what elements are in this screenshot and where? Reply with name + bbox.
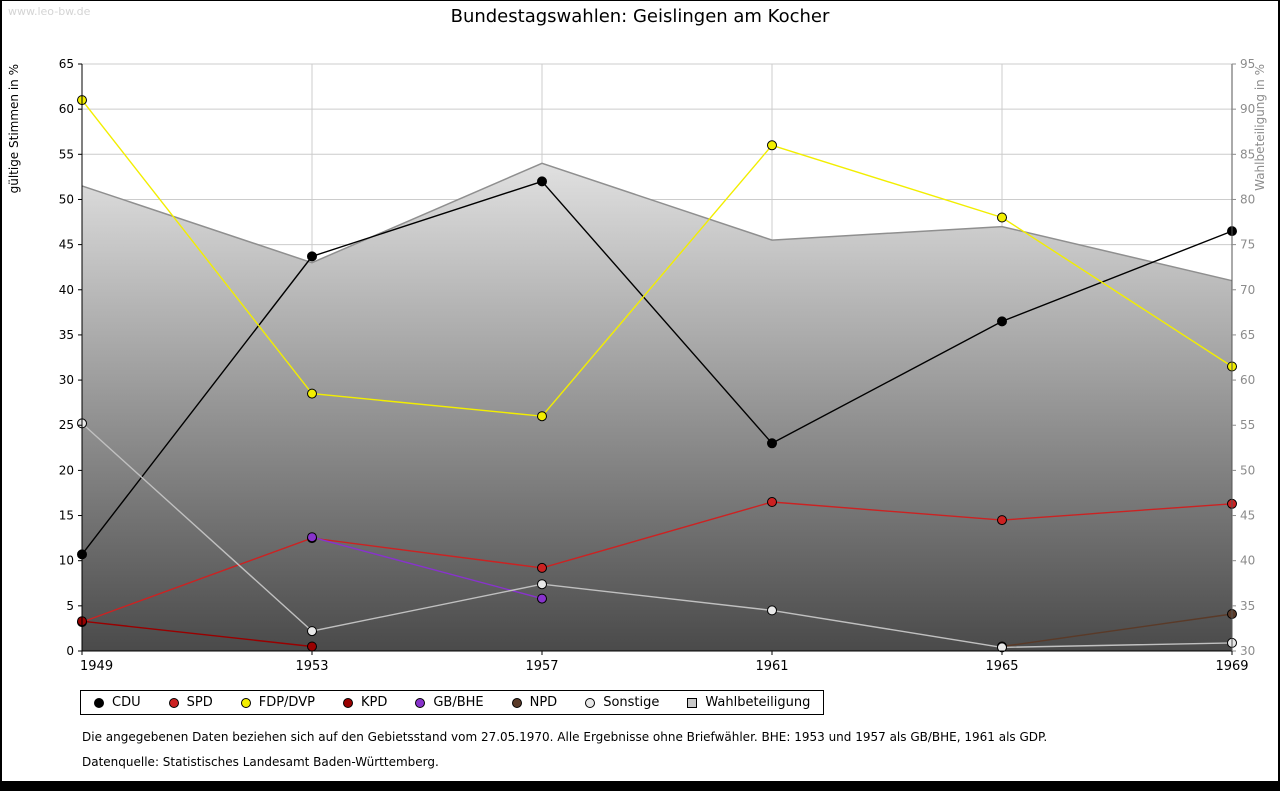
svg-text:90: 90 bbox=[1240, 102, 1255, 116]
axes bbox=[81, 64, 1233, 652]
legend-label: GB/BHE bbox=[433, 695, 484, 710]
svg-text:75: 75 bbox=[1240, 238, 1255, 252]
svg-text:40: 40 bbox=[59, 283, 74, 297]
svg-text:20: 20 bbox=[59, 463, 74, 477]
legend-label: NPD bbox=[529, 695, 558, 710]
marker-fdp-dvp bbox=[537, 411, 547, 422]
svg-text:1961: 1961 bbox=[755, 659, 788, 674]
footnote-gebietsstand: Die angegebenen Daten beziehen sich auf … bbox=[82, 730, 1048, 744]
svg-text:70: 70 bbox=[1240, 283, 1255, 297]
legend-square-marker bbox=[687, 697, 698, 708]
marker-gb-bhe bbox=[537, 593, 547, 604]
svg-text:30: 30 bbox=[1240, 644, 1255, 658]
watermark: www.leo-bw.de bbox=[8, 5, 91, 18]
legend-item-wahlbeteiligung: Wahlbeteiligung bbox=[687, 695, 810, 710]
legend-circle-marker bbox=[168, 697, 179, 708]
svg-text:60: 60 bbox=[1240, 373, 1255, 387]
legend-item-gb-bhe: GB/BHE bbox=[415, 695, 484, 710]
legend-label: Wahlbeteiligung bbox=[705, 695, 811, 710]
series-line-kpd bbox=[81, 620, 313, 648]
legend-label: FDP/DVP bbox=[258, 695, 315, 710]
footnote-datenquelle: Datenquelle: Statistisches Landesamt Bad… bbox=[82, 755, 439, 769]
svg-text:80: 80 bbox=[1240, 192, 1255, 206]
svg-text:1969: 1969 bbox=[1215, 659, 1248, 674]
svg-text:95: 95 bbox=[1240, 57, 1255, 71]
svg-text:1957: 1957 bbox=[525, 659, 558, 674]
right-axis-title: Wahlbeteiligung in % bbox=[1253, 64, 1267, 191]
series-line-sonstige bbox=[81, 422, 1233, 649]
svg-text:40: 40 bbox=[1240, 554, 1255, 568]
legend-circle-marker bbox=[240, 697, 251, 708]
legend: CDU SPD FDP/DVP KPD GB/BHE NPD Sonstige Wahlbet… bbox=[80, 690, 825, 715]
legend-label: SPD bbox=[186, 695, 213, 710]
marker-cdu bbox=[537, 176, 547, 187]
svg-text:1965: 1965 bbox=[985, 659, 1018, 674]
y-axis-right: 30 35 40 45 50 55 60 65 70 75 80 85 90 95 bbox=[1232, 57, 1255, 658]
svg-text:65: 65 bbox=[1240, 328, 1255, 342]
marker-sonstige bbox=[537, 579, 547, 590]
svg-text:1949: 1949 bbox=[80, 659, 113, 674]
marker-fdp-dvp bbox=[767, 140, 777, 151]
legend-circle-marker bbox=[94, 697, 104, 708]
turnout-line bbox=[81, 162, 1233, 282]
marker-cdu bbox=[767, 438, 777, 449]
legend-item-kpd: KPD bbox=[342, 695, 388, 710]
svg-text:10: 10 bbox=[59, 554, 74, 568]
legend-circle-marker bbox=[585, 697, 596, 708]
marker-cdu bbox=[307, 251, 317, 262]
svg-text:30: 30 bbox=[59, 373, 74, 387]
svg-text:1953: 1953 bbox=[295, 659, 328, 674]
legend-label: KPD bbox=[360, 695, 388, 710]
y-axis-left: 0 5 10 15 20 25 30 35 40 45 50 55 60 65 bbox=[59, 57, 82, 658]
series-line-cdu bbox=[81, 180, 1233, 555]
svg-text:60: 60 bbox=[59, 102, 74, 116]
svg-text:45: 45 bbox=[1240, 509, 1255, 523]
legend-item-npd: NPD bbox=[511, 695, 558, 710]
series-line-gb-bhe bbox=[311, 536, 543, 600]
legend-circle-marker bbox=[415, 697, 426, 708]
svg-text:85: 85 bbox=[1240, 147, 1255, 161]
series-line-fdp-dvp bbox=[81, 99, 1233, 417]
legend-item-sonstige: Sonstige bbox=[585, 695, 659, 710]
marker-fdp-dvp bbox=[307, 388, 317, 399]
marker-gb-bhe bbox=[307, 532, 317, 543]
x-axis: 1949 1953 1957 1961 1965 1969 bbox=[80, 651, 1249, 674]
marker-spd bbox=[537, 562, 547, 573]
legend-item-fdp-dvp: FDP/DVP bbox=[240, 695, 315, 710]
legend-label: Sonstige bbox=[603, 695, 660, 710]
legend-item-cdu: CDU bbox=[94, 695, 141, 710]
svg-text:35: 35 bbox=[1240, 599, 1255, 613]
svg-text:15: 15 bbox=[59, 509, 74, 523]
svg-text:0: 0 bbox=[66, 644, 74, 658]
svg-text:65: 65 bbox=[59, 57, 74, 71]
left-axis-title: gültige Stimmen in % bbox=[7, 64, 21, 193]
election-line-chart: 0 5 10 15 20 25 30 35 40 45 50 55 60 65 30 35 40 45 50 55 60… bbox=[7, 57, 1267, 674]
marker-sonstige bbox=[307, 626, 317, 637]
svg-text:55: 55 bbox=[1240, 418, 1255, 432]
page-title: Bundestagswahlen: Geislingen am Kocher bbox=[450, 6, 830, 27]
legend-label: CDU bbox=[112, 695, 141, 710]
svg-text:50: 50 bbox=[1240, 463, 1255, 477]
svg-text:50: 50 bbox=[59, 192, 74, 206]
legend-item-spd: SPD bbox=[168, 695, 213, 710]
turnout-area bbox=[82, 163, 1232, 652]
legend-circle-marker bbox=[342, 697, 353, 708]
svg-text:45: 45 bbox=[59, 238, 74, 252]
svg-text:5: 5 bbox=[66, 599, 74, 613]
legend-circle-marker bbox=[511, 697, 522, 708]
svg-text:55: 55 bbox=[59, 147, 74, 161]
marker-sonstige bbox=[767, 605, 777, 616]
marker-spd bbox=[997, 515, 1007, 526]
marker-spd bbox=[767, 497, 777, 507]
series-line-spd bbox=[81, 501, 1233, 623]
marker-kpd bbox=[307, 641, 317, 652]
svg-text:35: 35 bbox=[59, 328, 74, 342]
marker-cdu bbox=[997, 316, 1007, 327]
svg-text:25: 25 bbox=[59, 418, 74, 432]
series-line-npd bbox=[1001, 613, 1233, 648]
marker-fdp-dvp bbox=[997, 212, 1007, 223]
